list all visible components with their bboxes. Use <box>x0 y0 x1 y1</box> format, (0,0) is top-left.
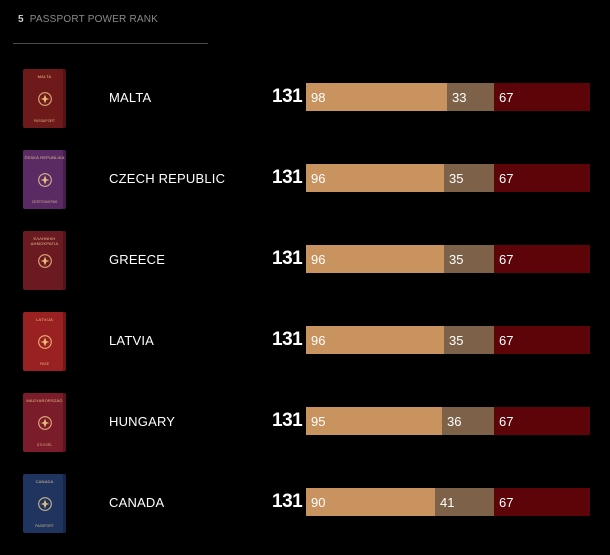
score-bar: 96 35 67 <box>306 326 590 354</box>
visa-required-segment-value: 67 <box>499 414 514 429</box>
visa-free-score: 131 <box>272 167 303 188</box>
header-divider <box>13 43 208 44</box>
passport-cover-title: MALTA <box>37 74 52 79</box>
coat-of-arms-icon <box>37 334 52 349</box>
visa-on-arrival-segment-value: 41 <box>440 495 455 510</box>
passport-cover-image: CANADA PASSPORT <box>23 474 66 533</box>
passport-cover-image: MALTA PASSAPORT <box>23 69 66 128</box>
visa-free-segment: 96 <box>306 245 444 273</box>
passport-cover-footer: PASE <box>39 362 50 366</box>
score-bar: 96 35 67 <box>306 245 590 273</box>
score-bar: 98 33 67 <box>306 83 590 111</box>
visa-required-segment-value: 67 <box>499 252 514 267</box>
score-bar: 96 35 67 <box>306 164 590 192</box>
visa-free-score: 131 <box>272 329 303 350</box>
visa-required-segment: 67 <box>494 407 590 435</box>
visa-required-segment: 67 <box>494 245 590 273</box>
country-name: MALTA <box>109 90 152 105</box>
visa-required-segment-value: 67 <box>499 171 514 186</box>
rank-title: PASSPORT POWER RANK <box>29 14 159 25</box>
passport-cover-title: LATVIJA <box>36 317 53 322</box>
visa-required-segment-value: 67 <box>499 333 514 348</box>
visa-on-arrival-segment: 33 <box>447 83 494 111</box>
visa-on-arrival-segment-value: 35 <box>449 252 464 267</box>
country-name: LATVIA <box>109 333 155 348</box>
crown-shield-icon <box>37 415 52 430</box>
rank-number: 5 <box>18 14 24 25</box>
visa-on-arrival-segment-value: 36 <box>447 414 462 429</box>
visa-required-segment-value: 67 <box>499 90 514 105</box>
visa-free-segment-value: 98 <box>311 90 326 105</box>
score-bar: 95 36 67 <box>306 407 590 435</box>
visa-on-arrival-segment: 36 <box>442 407 494 435</box>
visa-on-arrival-segment: 35 <box>444 245 494 273</box>
maltese-cross-icon <box>37 91 52 106</box>
country-name: GREECE <box>109 252 166 267</box>
visa-free-segment: 90 <box>306 488 435 516</box>
visa-free-score: 131 <box>272 86 303 107</box>
visa-free-segment-value: 96 <box>311 333 326 348</box>
passport-cover-footer: ÚTLEVÉL <box>36 443 53 447</box>
visa-free-segment-value: 95 <box>311 414 326 429</box>
visa-free-segment-value: 96 <box>311 171 326 186</box>
visa-on-arrival-segment: 41 <box>435 488 494 516</box>
visa-on-arrival-segment: 35 <box>444 326 494 354</box>
visa-free-segment: 95 <box>306 407 442 435</box>
passport-cover-image: ΕΛΛΗΝΙΚΗ ΔΗΜΟΚΡΑΤΙΑ <box>23 231 66 290</box>
country-name: HUNGARY <box>109 414 176 429</box>
score-bar: 90 41 67 <box>306 488 590 516</box>
visa-on-arrival-segment-value: 35 <box>449 171 464 186</box>
passport-cover-image: MAGYARORSZÁG ÚTLEVÉL <box>23 393 66 452</box>
royal-arms-icon <box>37 496 52 511</box>
visa-free-segment: 96 <box>306 164 444 192</box>
visa-required-segment: 67 <box>494 326 590 354</box>
visa-free-segment-value: 96 <box>311 252 326 267</box>
passport-cover-footer: CESTOVNÍ PAS <box>31 200 58 204</box>
passport-cover-title: MAGYARORSZÁG <box>26 398 63 403</box>
passport-cover-title: CANADA <box>35 479 54 484</box>
visa-on-arrival-segment-value: 33 <box>452 90 467 105</box>
cross-shield-icon <box>37 253 52 268</box>
passport-row[interactable]: LATVIJA PASE LATVIA 131 96 35 67 <box>0 312 610 393</box>
visa-required-segment-value: 67 <box>499 495 514 510</box>
visa-free-segment: 98 <box>306 83 447 111</box>
visa-on-arrival-segment-value: 35 <box>449 333 464 348</box>
visa-free-score: 131 <box>272 410 303 431</box>
passport-row[interactable]: MAGYARORSZÁG ÚTLEVÉL HUNGARY 131 95 36 67 <box>0 393 610 474</box>
passport-cover-title: ČESKÁ REPUBLIKA <box>24 155 65 160</box>
passport-row[interactable]: CANADA PASSPORT CANADA 131 90 41 67 <box>0 474 610 555</box>
lion-crest-icon <box>37 172 52 187</box>
passport-row[interactable]: ΕΛΛΗΝΙΚΗ ΔΗΜΟΚΡΑΤΙΑ GREECE 131 96 35 67 <box>0 231 610 312</box>
page-header: 5 PASSPORT POWER RANK <box>18 14 158 28</box>
passport-cover-footer: PASSPORT <box>35 524 54 528</box>
visa-free-segment-value: 90 <box>311 495 326 510</box>
visa-required-segment: 67 <box>494 488 590 516</box>
passport-row[interactable]: ČESKÁ REPUBLIKA CESTOVNÍ PAS CZECH REPUBLI… <box>0 150 610 231</box>
visa-free-segment: 96 <box>306 326 444 354</box>
passport-cover-footer: PASSAPORT <box>33 119 56 123</box>
visa-required-segment: 67 <box>494 83 590 111</box>
visa-on-arrival-segment: 35 <box>444 164 494 192</box>
visa-free-score: 131 <box>272 491 303 512</box>
visa-required-segment: 67 <box>494 164 590 192</box>
country-name: CZECH REPUBLIC <box>109 171 226 186</box>
passport-cover-title: ΕΛΛΗΝΙΚΗ ΔΗΜΟΚΡΑΤΙΑ <box>30 236 59 246</box>
passport-cover-image: LATVIJA PASE <box>23 312 66 371</box>
passport-cover-image: ČESKÁ REPUBLIKA CESTOVNÍ PAS <box>23 150 66 209</box>
passport-row[interactable]: MALTA PASSAPORT MALTA 131 98 33 67 <box>0 69 610 150</box>
visa-free-score: 131 <box>272 248 303 269</box>
country-name: CANADA <box>109 495 165 510</box>
